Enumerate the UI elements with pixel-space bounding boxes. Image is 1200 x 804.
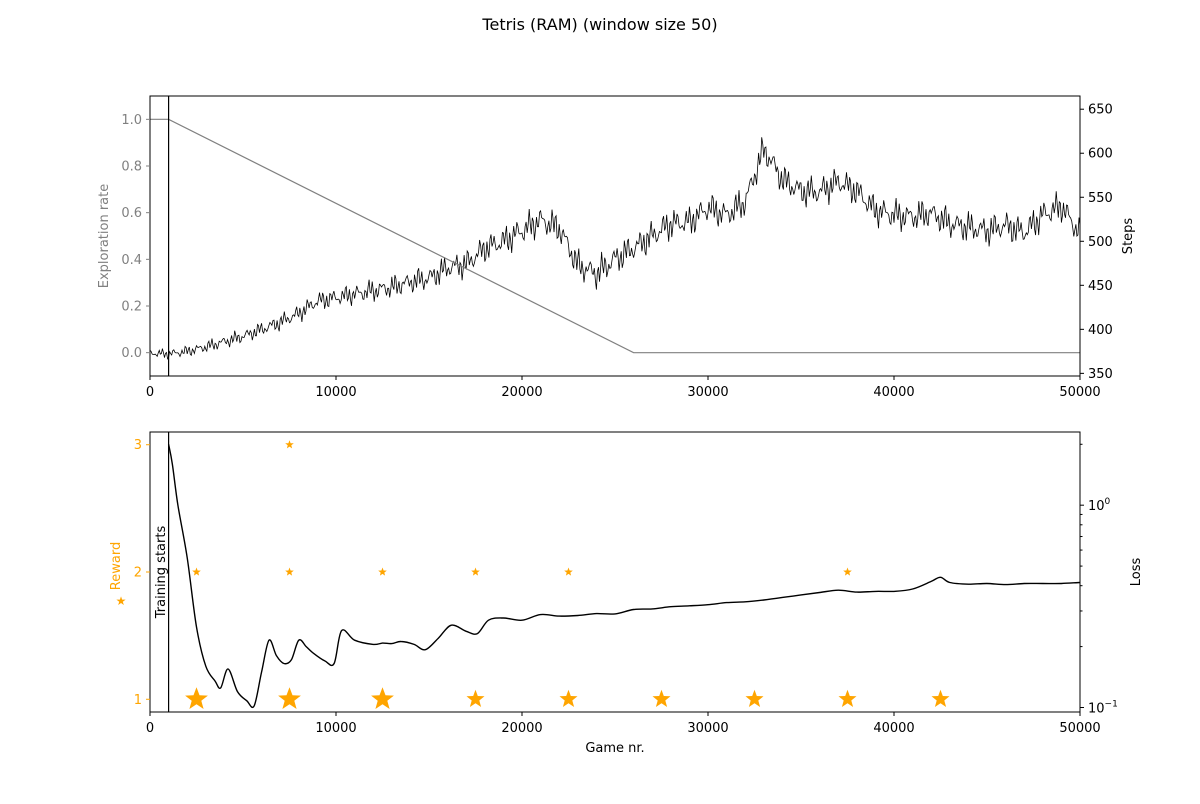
reward-star-marker: [843, 567, 852, 576]
reward-star-marker: [652, 689, 671, 707]
reward-star-marker: [371, 687, 394, 709]
top-right-tick-label: 500: [1088, 235, 1113, 250]
top-axes: 0 10000 20000 30000 40000 50000 0.0 0.2 0.4 0.6 0.…: [121, 95, 1113, 400]
bottom-x-axis-label: Game nr.: [585, 741, 644, 756]
top-right-tick-label: 650: [1088, 103, 1113, 118]
top-right-tick-label: 400: [1088, 323, 1113, 338]
bottom-x-tick-label: 30000: [687, 721, 728, 736]
bottom-left-axis-label: Reward: [109, 542, 124, 590]
reward-legend-star-icon: ★: [116, 594, 127, 608]
top-right-tick-label: 600: [1088, 147, 1113, 162]
bottom-panel: 0 10000 20000 30000 40000 50000 1 2 3 10−1 100 Rew…: [109, 431, 1144, 756]
top-left-tick-label: 0.2: [121, 300, 142, 315]
reward-star-marker: [466, 689, 485, 707]
top-plot-area: [149, 96, 1081, 376]
top-left-tick-label: 1.0: [121, 113, 142, 128]
top-right-tick-label: 450: [1088, 279, 1113, 294]
exploration-rate-line: [150, 118, 1080, 354]
bottom-left-tick-label: 2: [134, 566, 142, 581]
top-left-tick-label: 0.8: [121, 160, 142, 175]
top-right-tick-label: 350: [1088, 367, 1113, 382]
reward-star-marker: [564, 567, 573, 576]
top-left-axis-label: Exploration rate: [97, 184, 112, 288]
reward-star-marker: [745, 689, 764, 707]
top-left-tick-label: 0.6: [121, 206, 142, 221]
reward-star-marker: [285, 567, 294, 576]
bottom-x-tick-label: 0: [146, 721, 154, 736]
reward-star-marker: [192, 567, 201, 576]
reward-star-marker: [378, 567, 387, 576]
training-starts-annotation: Training starts: [154, 526, 169, 620]
bottom-x-tick-label: 50000: [1059, 721, 1100, 736]
bottom-plot-area: [167, 432, 1081, 712]
reward-star-marker: [838, 689, 857, 707]
bottom-x-tick-label: 10000: [315, 721, 356, 736]
top-x-tick-label: 10000: [315, 385, 356, 400]
bottom-axes: 0 10000 20000 30000 40000 50000 1 2 3 10−1 100: [134, 431, 1118, 736]
bottom-x-tick-label: 20000: [501, 721, 542, 736]
steps-line: [149, 137, 1081, 360]
top-right-tick-label: 550: [1088, 191, 1113, 206]
reward-star-marker: [285, 440, 294, 449]
reward-star-marker: [931, 689, 950, 707]
bottom-left-tick-label: 1: [134, 693, 142, 708]
top-x-tick-label: 20000: [501, 385, 542, 400]
top-axes-frame: [149, 95, 1081, 377]
bottom-left-tick-label: 3: [134, 438, 142, 453]
bottom-right-tick-label: 100: [1088, 497, 1111, 514]
reward-star-marker: [278, 687, 301, 709]
top-x-tick-label: 0: [146, 385, 154, 400]
top-right-axis-label: Steps: [1121, 218, 1136, 255]
reward-star-marker: [185, 687, 208, 709]
top-x-tick-label: 50000: [1059, 385, 1100, 400]
top-panel: 0 10000 20000 30000 40000 50000 0.0 0.2 0.4 0.6 0.…: [97, 95, 1136, 400]
loss-line: [167, 444, 1081, 709]
top-x-tick-label: 30000: [687, 385, 728, 400]
bottom-x-tick-label: 40000: [873, 721, 914, 736]
reward-star-marker: [471, 567, 480, 576]
reward-star-marker: [559, 689, 578, 707]
top-left-tick-label: 0.0: [121, 346, 142, 361]
bottom-right-tick-label: 10−1: [1088, 699, 1118, 716]
top-left-tick-label: 0.4: [121, 253, 142, 268]
top-x-tick-label: 40000: [873, 385, 914, 400]
bottom-right-axis-label: Loss: [1129, 558, 1144, 587]
figure-title: Tetris (RAM) (window size 50): [481, 15, 717, 34]
